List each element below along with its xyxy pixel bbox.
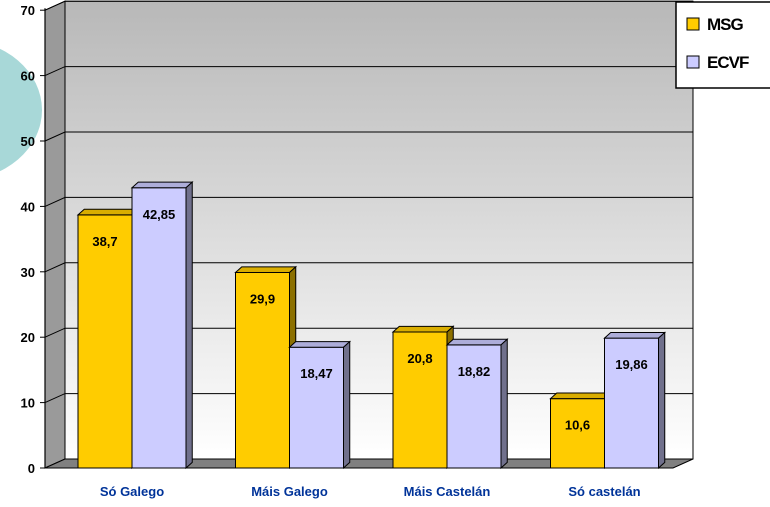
- data-label: 19,86: [615, 357, 648, 372]
- bar-ecvf: [604, 337, 659, 469]
- bar-side: [500, 338, 508, 470]
- bar-top: [603, 331, 667, 339]
- legend-label: MSG: [707, 15, 744, 34]
- y-tick-label: 70: [21, 3, 35, 18]
- y-tick-label: 10: [21, 396, 35, 411]
- gridline: [44, 262, 693, 273]
- gridline: [44, 0, 693, 11]
- gridline: [44, 327, 693, 338]
- data-label: 18,82: [458, 364, 491, 379]
- legend-label: ECVF: [707, 53, 749, 72]
- bar-top: [445, 338, 509, 346]
- bar-ecvf: [446, 344, 502, 469]
- bar-top: [130, 181, 194, 189]
- legend-swatch: [686, 55, 700, 69]
- data-label: 38,7: [92, 234, 117, 249]
- data-label: 42,85: [143, 207, 176, 222]
- x-axis: Só Galego Máis Galego Máis Castelán Só cast…: [100, 484, 641, 499]
- data-label: 29,9: [250, 291, 275, 306]
- bar-msg: [77, 214, 133, 469]
- bar-msg: [235, 271, 290, 469]
- legend-swatch: [686, 17, 700, 31]
- data-labels: 38,7 42,85 29,9 18,47 20,8 18,82 10,6 19,86: [92, 207, 647, 433]
- bar-side: [343, 340, 351, 470]
- gridline: [44, 131, 693, 142]
- category-label: Só castelán: [568, 484, 640, 499]
- data-label: 10,6: [565, 418, 590, 433]
- bars: [76, 181, 667, 470]
- y-tick-label: 40: [21, 199, 35, 214]
- category-label: Só Galego: [100, 484, 164, 499]
- bar-top: [76, 208, 140, 216]
- bar-top: [549, 392, 613, 400]
- bar-side: [658, 331, 666, 470]
- gridline: [44, 196, 693, 207]
- gridline: [44, 66, 693, 77]
- bar-top: [391, 325, 455, 333]
- bar-top: [234, 266, 298, 273]
- bar-top: [288, 341, 352, 348]
- category-label: Máis Galego: [251, 484, 328, 499]
- bar-ecvf: [289, 346, 344, 469]
- bar-side: [185, 181, 193, 470]
- bar-ecvf: [131, 187, 187, 469]
- y-tick-label: 20: [21, 330, 35, 345]
- y-tick-label: 60: [21, 69, 35, 84]
- data-label: 20,8: [407, 351, 432, 366]
- category-label: Máis Castelán: [404, 484, 491, 499]
- y-tick-label: 50: [21, 134, 35, 149]
- y-tick-label: 30: [21, 265, 35, 280]
- legend-box: [675, 1, 770, 89]
- y-tick-label: 0: [28, 461, 35, 476]
- legend: MSG ECVF: [675, 1, 770, 89]
- bar-msg: [550, 398, 605, 469]
- data-label: 18,47: [300, 366, 333, 381]
- decorative-circle: [0, 48, 42, 172]
- y-axis: 0 10 20 30 40 50 60 70: [21, 3, 46, 476]
- gridlines: [44, 0, 693, 404]
